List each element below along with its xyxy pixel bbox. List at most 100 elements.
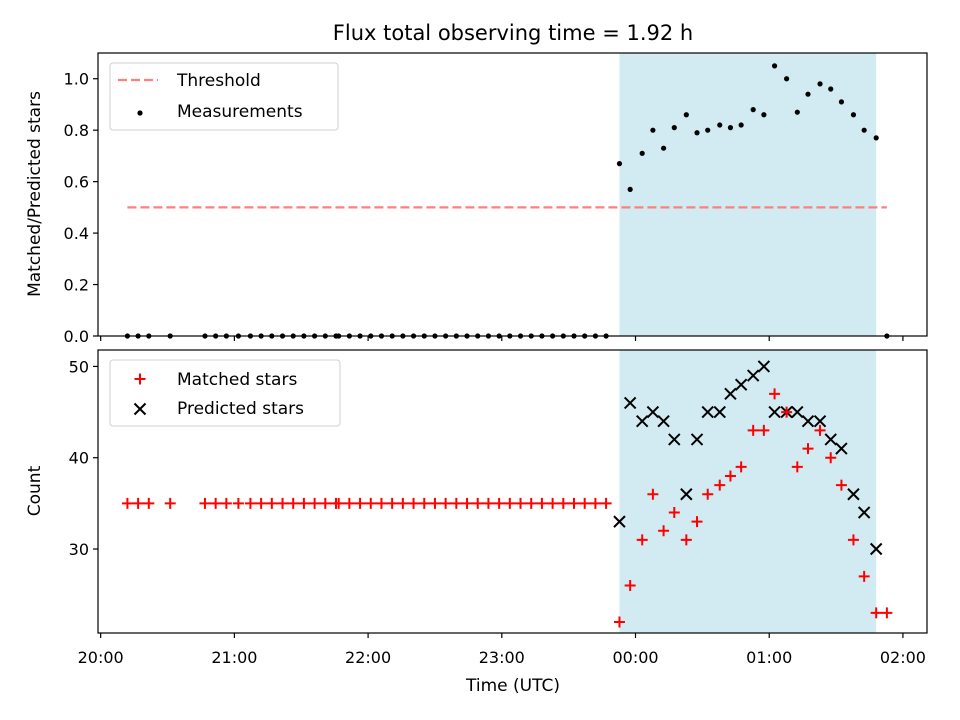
matched-star-point [858, 570, 870, 582]
matched-star-point [613, 616, 625, 628]
measurement-point [705, 127, 711, 133]
matched-star-point [735, 461, 747, 473]
matched-star-point [769, 388, 781, 400]
top-y-tick-label: 0.8 [64, 121, 89, 140]
matched-star-point [408, 497, 420, 509]
predicted-star-point [835, 442, 848, 455]
measurement-point [660, 145, 667, 151]
predicted-star-point [646, 405, 660, 419]
predicted-star-point [701, 405, 714, 419]
top-axes-frame [97, 52, 928, 337]
matched-star-point [493, 497, 505, 509]
matched-star-point [525, 497, 537, 509]
measurement-point [650, 127, 656, 133]
matched-star-point [658, 525, 670, 537]
matched-star-point [210, 497, 222, 509]
predicted-star-point [813, 414, 827, 428]
legend-matched-label: Matched stars [177, 370, 297, 390]
matched-star-point [386, 497, 398, 509]
matched-star-point [547, 497, 559, 509]
measurement-point [750, 107, 756, 113]
matched-star-point [164, 497, 176, 509]
matched-star-point [680, 534, 692, 546]
measurement-point [727, 125, 734, 131]
matched-star-point [375, 497, 387, 509]
predicted-star-point [791, 405, 804, 419]
matched-star-point [791, 461, 803, 473]
legend-measurements-label: Measurements [177, 102, 303, 122]
measurement-point [794, 109, 800, 115]
matched-star-point [825, 452, 837, 464]
top-y-tick-label: 1.0 [64, 70, 89, 89]
matched-star-point [636, 534, 648, 546]
matched-star-point [835, 479, 847, 491]
top-y-tick-label: 0.2 [64, 276, 89, 295]
matched-star-point [309, 497, 321, 509]
matched-star-point [472, 497, 484, 509]
bottom-legend [109, 359, 341, 427]
measurement-point [639, 150, 645, 156]
matched-star-point [870, 607, 882, 619]
measurement-point [873, 135, 879, 141]
measurement-point [738, 122, 744, 128]
matched-star-point [429, 497, 441, 509]
matched-star-point [802, 443, 814, 455]
predicted-star-point [713, 405, 726, 419]
predicted-star-point [680, 488, 693, 501]
matched-star-point [343, 497, 355, 509]
matched-star-point [702, 488, 714, 500]
matched-star-point [482, 497, 494, 509]
matched-star-point [354, 497, 366, 509]
top-y-tick-label: 0.4 [64, 224, 89, 243]
matched-star-point [255, 497, 267, 509]
predicted-star-point [869, 542, 883, 556]
matched-star-point [333, 497, 345, 509]
matched-star-point [758, 424, 770, 436]
matched-star-point [232, 497, 244, 509]
legend-predicted-label: Predicted stars [177, 399, 304, 419]
matched-star-point [724, 470, 736, 482]
matched-star-point [220, 497, 232, 509]
measurement-point [671, 125, 677, 131]
top-y-tick-label: 0.6 [64, 173, 89, 192]
matched-star-point [266, 497, 278, 509]
x-tick-label: 23:00 [479, 648, 525, 667]
x-tick-label: 21:00 [211, 648, 257, 667]
measurement-point [694, 130, 700, 136]
measurement-point [627, 186, 633, 192]
measurement-point [784, 76, 790, 82]
matched-star-point [319, 497, 331, 509]
matched-star-point [132, 497, 144, 509]
x-tick-label: 00:00 [612, 648, 658, 667]
predicted-star-point [847, 488, 860, 501]
matched-star-point [536, 497, 548, 509]
matched-star-point [691, 516, 703, 528]
bottom-y-axis-label: Count [25, 465, 45, 516]
x-tick-label: 20:00 [78, 648, 124, 667]
measurement-point [771, 63, 778, 69]
matched-star-point [397, 497, 409, 509]
matched-star-point [714, 479, 726, 491]
measurement-point [850, 112, 857, 118]
legend-threshold-label: Threshold [176, 71, 261, 91]
predicted-star-point [734, 378, 748, 391]
predicted-star-point [768, 405, 781, 419]
matched-star-point [199, 497, 211, 509]
legend-matched-swatch [134, 373, 146, 385]
bottom-panel: 30 40 50 20:00 21:00 22:00 23:00 00:00 01:00 02:0… [69, 349, 928, 667]
matched-star-point [624, 580, 636, 592]
predicted-star-point [613, 515, 626, 528]
matched-star-point [847, 534, 859, 546]
matched-star-point [440, 497, 452, 509]
predicted-star-point [801, 414, 815, 428]
matched-star-point [881, 607, 893, 619]
predicted-star-point [746, 369, 760, 382]
top-legend [109, 62, 339, 131]
top-panel: 0.0 0.2 0.4 0.6 0.8 1.0 Threshold Measurements [64, 52, 928, 346]
matched-star-point [244, 497, 256, 509]
predicted-star-point [690, 433, 704, 446]
x-tick-label: 02:00 [880, 648, 926, 667]
matched-star-point [418, 497, 430, 509]
matched-star-point [781, 406, 793, 418]
